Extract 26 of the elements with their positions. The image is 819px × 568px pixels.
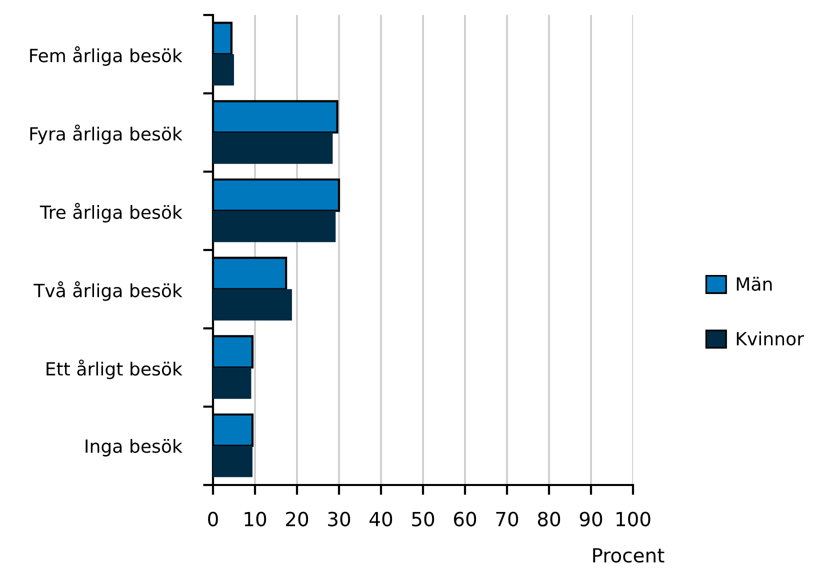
bar — [213, 368, 252, 399]
bar — [213, 210, 336, 242]
x-axis-title: Procent — [593, 548, 664, 563]
y-tick-label: Fem årliga besök — [30, 46, 182, 66]
x-tick-label: 90 — [580, 512, 602, 526]
x-tick-label: 80 — [538, 512, 560, 526]
y-tick-label: Inga besök — [86, 438, 182, 456]
bar — [213, 54, 234, 86]
x-tick-label: 30 — [328, 512, 350, 526]
y-tick-label: Ett årligt besök — [46, 360, 182, 380]
x-tick-label: 10 — [244, 512, 266, 526]
y-tick-label: Fyra årliga besök — [30, 124, 182, 144]
bar — [213, 132, 333, 164]
x-tick-label: 50 — [412, 512, 434, 526]
x-tick-label: 70 — [496, 512, 518, 526]
bar — [213, 446, 252, 478]
legend-label: Kvinnor — [736, 332, 804, 346]
x-tick-label: 40 — [370, 512, 392, 526]
x-tick-label: 60 — [454, 512, 476, 526]
x-tick-label: 20 — [286, 512, 308, 526]
x-tick-label: 100 — [616, 512, 650, 526]
bar — [213, 289, 292, 320]
y-tick-label: Tre årliga besök — [40, 202, 182, 223]
y-tick-label: Två årliga besök — [34, 281, 182, 301]
legend-label: Män — [736, 276, 772, 291]
x-tick-label: 0 — [208, 512, 218, 526]
